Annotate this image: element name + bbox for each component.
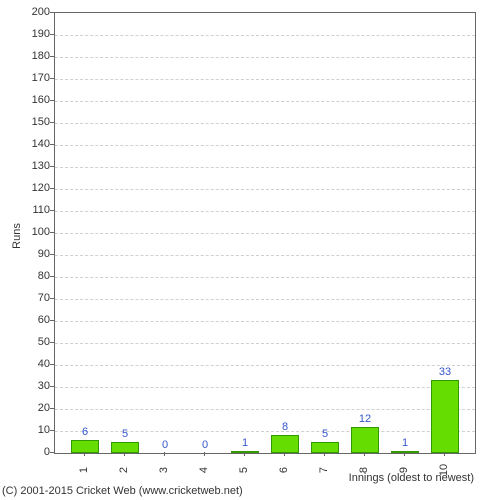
gridline <box>55 101 475 102</box>
gridline <box>55 365 475 366</box>
bar-value-label: 33 <box>439 366 451 378</box>
gridline <box>55 57 475 58</box>
bar-value-label: 0 <box>162 439 168 451</box>
x-tick-label: 7 <box>318 460 330 480</box>
y-tick-label: 110 <box>22 204 50 216</box>
x-tick-label: 4 <box>198 460 210 480</box>
plot-area: 6 5 0 0 1 8 5 12 1 33 <box>54 12 476 454</box>
bar-value-label: 6 <box>82 426 88 438</box>
gridline <box>55 299 475 300</box>
x-tick-mark <box>244 452 245 456</box>
x-tick-mark <box>84 452 85 456</box>
gridline <box>55 145 475 146</box>
gridline <box>55 255 475 256</box>
y-tick-label: 150 <box>22 116 50 128</box>
x-tick-mark <box>364 452 365 456</box>
gridline <box>55 233 475 234</box>
bar-value-label: 8 <box>282 421 288 433</box>
gridline <box>55 211 475 212</box>
bar-value-label: 0 <box>202 439 208 451</box>
y-tick-label: 140 <box>22 138 50 150</box>
gridline <box>55 431 475 432</box>
bar <box>111 442 139 453</box>
gridline <box>55 321 475 322</box>
y-tick-label: 30 <box>22 380 50 392</box>
x-tick-mark <box>164 452 165 456</box>
y-tick-label: 70 <box>22 292 50 304</box>
y-tick-label: 200 <box>22 6 50 18</box>
y-tick-label: 130 <box>22 160 50 172</box>
y-tick-label: 90 <box>22 248 50 260</box>
x-tick-mark <box>284 452 285 456</box>
y-tick-label: 60 <box>22 314 50 326</box>
y-tick-label: 10 <box>22 424 50 436</box>
y-tick-label: 170 <box>22 72 50 84</box>
x-tick-label: 1 <box>78 460 90 480</box>
gridline <box>55 123 475 124</box>
y-tick-label: 80 <box>22 270 50 282</box>
y-tick-label: 100 <box>22 226 50 238</box>
bar <box>431 380 459 453</box>
bar <box>391 451 419 453</box>
gridline <box>55 189 475 190</box>
gridline <box>55 167 475 168</box>
y-tick-label: 160 <box>22 94 50 106</box>
y-tick-label: 0 <box>22 446 50 458</box>
y-tick-label: 50 <box>22 336 50 348</box>
x-tick-label: 6 <box>278 460 290 480</box>
bar <box>71 440 99 453</box>
x-tick-mark <box>444 452 445 456</box>
bar-value-label: 12 <box>359 413 371 425</box>
bar-value-label: 1 <box>242 437 248 449</box>
bar-value-label: 5 <box>322 428 328 440</box>
x-axis-label: Innings (oldest to newest) <box>349 472 474 484</box>
y-tick-label: 180 <box>22 50 50 62</box>
y-tick-label: 40 <box>22 358 50 370</box>
x-tick-mark <box>404 452 405 456</box>
x-tick-label: 3 <box>158 460 170 480</box>
y-tick-label: 20 <box>22 402 50 414</box>
gridline <box>55 409 475 410</box>
y-tick-label: 120 <box>22 182 50 194</box>
y-tick-label: 190 <box>22 28 50 40</box>
bar <box>311 442 339 453</box>
gridline <box>55 277 475 278</box>
gridline <box>55 343 475 344</box>
copyright-text: (C) 2001-2015 Cricket Web (www.cricketwe… <box>2 485 243 497</box>
x-tick-mark <box>124 452 125 456</box>
bar <box>231 451 259 453</box>
bar <box>271 435 299 453</box>
gridline <box>55 79 475 80</box>
chart-container: Runs 01020304050607080901001101201301401… <box>0 0 500 500</box>
gridline <box>55 35 475 36</box>
x-tick-mark <box>324 452 325 456</box>
gridline <box>55 387 475 388</box>
x-tick-label: 2 <box>118 460 130 480</box>
bar <box>351 427 379 453</box>
bar-value-label: 1 <box>402 437 408 449</box>
x-tick-mark <box>204 452 205 456</box>
bar-value-label: 5 <box>122 428 128 440</box>
x-tick-label: 5 <box>238 460 250 480</box>
